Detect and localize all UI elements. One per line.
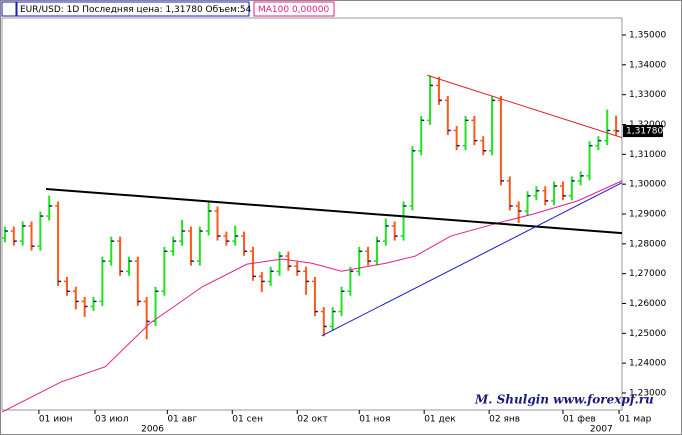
chart-title: EUR/USD: 1D Последняя цена: 1,31780 Объе… <box>20 5 252 15</box>
y-tick-label: 1,27000 <box>629 269 666 279</box>
indicator-label: MA100 0,00000 <box>258 5 329 15</box>
trend-line <box>426 74 623 139</box>
x-tick-label: 03 июл <box>95 415 129 425</box>
y-tick-label: 1,26000 <box>629 299 666 309</box>
y-tick-label: 1,31000 <box>629 150 666 160</box>
y-tick-label: 1,30000 <box>629 180 666 190</box>
y-tick-label: 1,25000 <box>629 329 666 339</box>
y-tick-label: 1,34000 <box>629 60 666 70</box>
icon[interactable] <box>1 1 17 17</box>
y-tick-label: 1,33000 <box>629 90 666 100</box>
x-tick-label: 01 июн <box>39 415 73 425</box>
y-tick-label: 1,23000 <box>629 388 666 398</box>
x-tick-label: 01 сен <box>232 415 263 425</box>
y-tick-label: 1,28000 <box>629 239 666 249</box>
y-tick-label: 1,29000 <box>629 210 666 220</box>
last-price-label: 1,31780 <box>626 127 663 137</box>
y-tick-label: 1,24000 <box>629 359 666 369</box>
x-tick-label: 01 авг <box>167 415 197 425</box>
x-tick-label: 01 дек <box>424 415 456 425</box>
y-tick-label: 1,35000 <box>629 31 666 41</box>
trend-line <box>321 182 623 337</box>
x-tick-label: 02 янв <box>489 415 520 425</box>
trend-line <box>45 187 623 235</box>
x-tick-label: 02 окт <box>297 415 328 425</box>
ma100-line <box>1 180 623 413</box>
indicator-box <box>253 1 335 17</box>
x-tick-label: 01 ноя <box>359 415 390 425</box>
title-box <box>16 1 250 17</box>
plot-area <box>1 17 623 411</box>
year-label: 2007 <box>590 425 613 435</box>
x-tick-label: 01 мар <box>619 415 652 425</box>
y-tick-label: 1,32000 <box>629 120 666 130</box>
year-label: 2006 <box>141 425 164 435</box>
watermark: M. Shulgin www.forexpf.ru <box>474 393 654 407</box>
x-tick-label: 01 фев <box>563 415 596 425</box>
last-price-box <box>623 125 663 138</box>
